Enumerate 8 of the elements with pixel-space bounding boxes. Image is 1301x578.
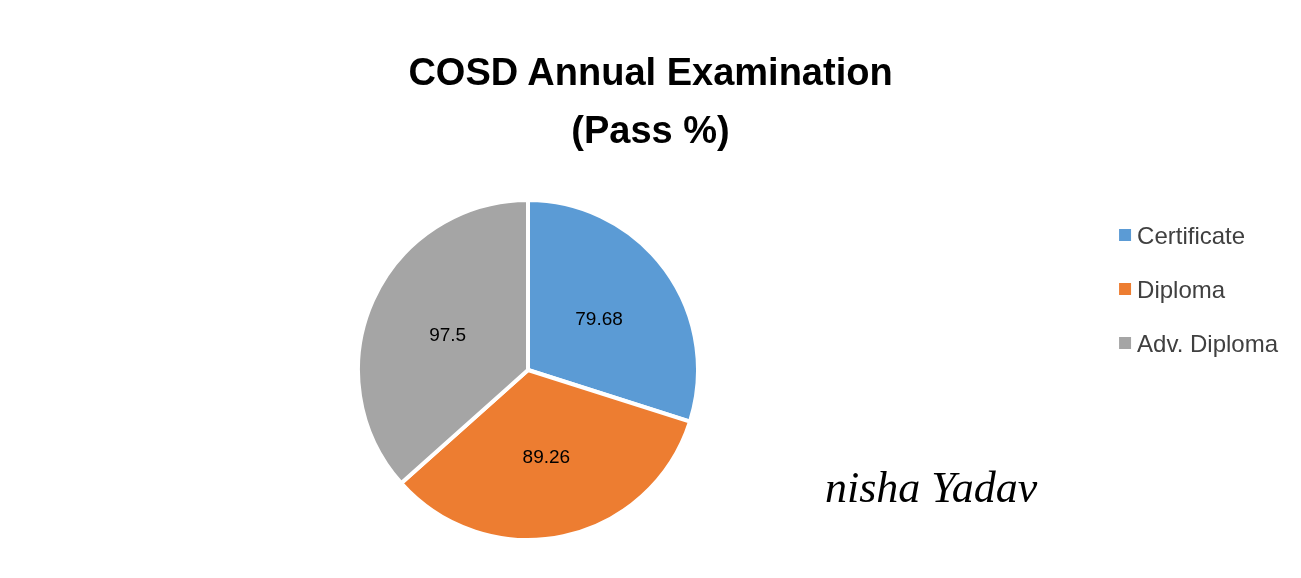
data-label: 97.5 xyxy=(429,323,467,345)
legend-label: Adv. Diploma xyxy=(1137,329,1279,357)
text: nisha Yadav xyxy=(825,462,1038,512)
data-label: 79.68 xyxy=(575,307,623,329)
chart-title: COSD Annual Examination (Pass %) xyxy=(408,51,893,151)
legend-label: Certificate xyxy=(1137,221,1246,249)
legend-label: Diploma xyxy=(1137,275,1226,303)
data-label: 89.26 xyxy=(522,445,571,467)
